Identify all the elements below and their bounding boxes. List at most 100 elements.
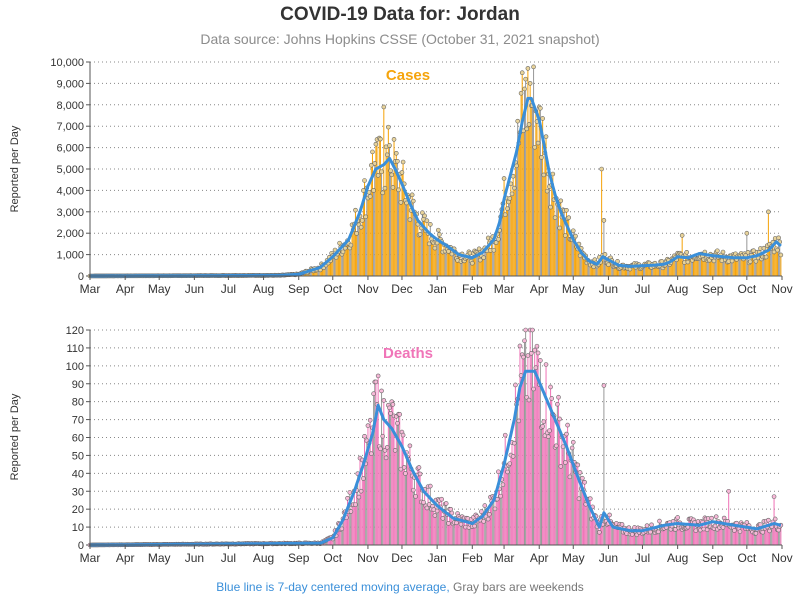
- cases-bar: [364, 180, 366, 276]
- cases-bar: [428, 243, 430, 276]
- cases-xtick-label: Aug: [253, 282, 274, 296]
- cases-bar: [571, 239, 573, 276]
- cases-bar: [374, 163, 376, 276]
- cases-bar: [595, 262, 597, 276]
- chart-subtitle: Data source: Johns Hopkins CSSE (October…: [200, 31, 600, 47]
- cases-point: [407, 217, 413, 222]
- deaths-point: [498, 493, 503, 499]
- cases-point: [573, 233, 578, 239]
- deaths-bar: [432, 506, 434, 545]
- cases-bar: [577, 248, 579, 276]
- cases-bar: [386, 154, 388, 276]
- cases-bar: [470, 261, 472, 276]
- cases-bar: [550, 207, 552, 276]
- deaths-bar: [502, 484, 504, 545]
- cases-bar: [459, 255, 461, 276]
- deaths-bar: [418, 467, 420, 545]
- cases-bar: [312, 270, 314, 276]
- cases-bar: [680, 254, 682, 276]
- deaths-point: [367, 417, 373, 423]
- cases-bar: [631, 265, 633, 276]
- deaths-bar: [434, 515, 436, 545]
- cases-bar: [590, 261, 592, 276]
- deaths-bar: [533, 388, 535, 545]
- deaths-bar: [365, 463, 367, 545]
- cases-bar: [648, 262, 650, 276]
- deaths-bar: [734, 523, 736, 545]
- deaths-bar: [555, 445, 557, 545]
- deaths-bar: [497, 471, 499, 545]
- deaths-bar: [453, 522, 455, 545]
- deaths-bar: [399, 414, 401, 545]
- deaths-bar: [426, 507, 428, 545]
- cases-bar: [716, 250, 718, 276]
- deaths-bar: [521, 354, 523, 545]
- deaths-bar: [455, 522, 457, 545]
- deaths-bar: [554, 447, 556, 545]
- deaths-bar: [674, 529, 676, 545]
- cases-bar: [510, 183, 512, 276]
- deaths-bar: [495, 499, 497, 545]
- cases-bar: [401, 172, 403, 276]
- cases-point: [354, 231, 359, 236]
- cases-bar: [564, 235, 566, 276]
- cases-bar: [689, 257, 691, 276]
- deaths-bar: [548, 430, 550, 545]
- deaths-point: [771, 494, 777, 499]
- deaths-point: [575, 462, 581, 468]
- cases-bar: [779, 241, 781, 276]
- cases-bar: [504, 214, 506, 276]
- deaths-bar: [522, 357, 524, 545]
- deaths-bar: [382, 436, 384, 545]
- cases-point: [393, 151, 399, 156]
- deaths-bar: [697, 521, 699, 545]
- deaths-bar: [754, 533, 756, 545]
- deaths-bar: [648, 531, 650, 545]
- cases-bar: [408, 197, 410, 276]
- deaths-point: [496, 469, 501, 475]
- cases-point: [507, 196, 513, 201]
- deaths-point: [440, 516, 446, 521]
- deaths-bar: [361, 459, 363, 545]
- deaths-bar: [345, 517, 347, 545]
- deaths-bar: [342, 518, 344, 545]
- cases-bar: [699, 256, 701, 276]
- cases-bar: [621, 265, 623, 276]
- deaths-bar: [738, 528, 740, 545]
- cases-ytick-label: 0: [78, 271, 84, 283]
- cases-bar: [536, 121, 538, 276]
- deaths-point: [500, 482, 506, 487]
- cases-bar: [555, 198, 557, 276]
- deaths-ytick-label: 30: [72, 486, 84, 498]
- deaths-bar: [585, 504, 587, 545]
- cases-point: [391, 137, 397, 142]
- deaths-point: [564, 431, 569, 437]
- deaths-ytick-label: 40: [72, 468, 84, 480]
- cases-xtick-label: Jun: [185, 282, 204, 296]
- cases-point: [684, 249, 690, 255]
- deaths-bar: [477, 520, 479, 545]
- deaths-bar: [660, 525, 662, 545]
- cases-bar: [660, 261, 662, 276]
- deaths-bar: [379, 448, 381, 545]
- deaths-bar: [594, 515, 596, 545]
- deaths-bar: [433, 509, 435, 545]
- cases-bar: [341, 254, 343, 276]
- cases-bar: [464, 258, 467, 276]
- cases-bar: [754, 258, 756, 276]
- deaths-bar: [496, 499, 498, 545]
- cases-point: [570, 228, 576, 234]
- deaths-bar: [377, 375, 379, 545]
- deaths-point: [522, 338, 527, 344]
- deaths-point: [361, 476, 366, 481]
- deaths-bar: [612, 524, 614, 545]
- deaths-bar: [622, 532, 624, 545]
- cases-bar: [623, 268, 625, 276]
- deaths-bar: [582, 489, 584, 545]
- deaths-bar: [398, 414, 400, 545]
- deaths-bar: [699, 530, 701, 545]
- deaths-bar: [723, 518, 725, 545]
- deaths-point: [502, 432, 508, 438]
- deaths-point: [525, 353, 531, 358]
- deaths-point: [532, 347, 537, 353]
